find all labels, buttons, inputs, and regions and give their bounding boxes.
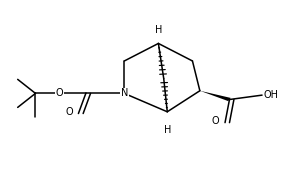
Text: O: O (65, 107, 73, 117)
Text: N: N (120, 88, 128, 98)
Text: H: H (155, 25, 162, 35)
Text: O: O (211, 116, 219, 126)
Polygon shape (200, 91, 231, 101)
Text: OH: OH (263, 90, 279, 100)
Text: O: O (55, 88, 63, 98)
Text: H: H (164, 125, 171, 135)
